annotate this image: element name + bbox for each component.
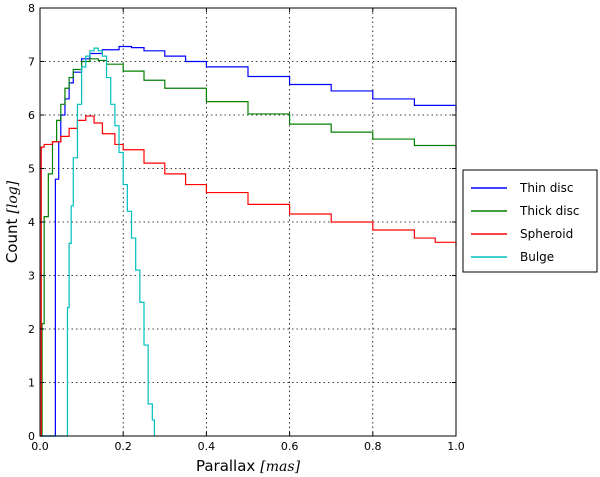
ticks: 0.0 0.2 0.4 0.6 0.8 1.0 0 1 2 3 4 5 6 7 8 [28,2,465,453]
series-line-thin-disc [40,45,457,437]
y-axis-label: Count [3,219,21,264]
legend-label-spheroid: Spheroid [520,227,573,241]
x-axis-label: Parallax [196,457,255,475]
y-axis-title: Count [log] [3,180,21,263]
legend-label-thick-disc: Thick disc [519,204,579,218]
x-tick-label: 0.2 [114,440,132,453]
y-tick-label: 8 [28,2,35,15]
legend: Thin disc Thick disc Spheroid Bulge [462,169,598,273]
series-line-thick-disc [40,58,457,437]
y-tick-label: 2 [28,323,35,336]
legend-label-bulge: Bulge [520,250,554,264]
y-tick-label: 6 [28,109,35,122]
legend-label-thin-disc: Thin disc [519,181,574,195]
x-axis-unit: [mas] [260,459,300,475]
y-tick-label: 5 [28,163,35,176]
y-tick-label: 3 [28,270,35,283]
x-axis-title: Parallax [mas] [196,457,301,475]
y-tick-label: 4 [28,216,35,229]
x-tick-label: 0.0 [31,440,49,453]
grid [40,8,456,436]
y-axis-unit: [log] [5,180,21,213]
series-line-spheroid [40,115,457,437]
x-tick-label: 0.8 [364,440,382,453]
x-tick-label: 0.6 [281,440,299,453]
x-tick-label: 0.4 [198,440,216,453]
series-layer [40,45,457,437]
x-tick-label: 1.0 [447,440,465,453]
y-tick-label: 0 [28,430,35,443]
y-tick-label: 7 [28,56,35,69]
series-line-bulge [40,47,155,437]
y-tick-label: 1 [28,377,35,390]
legend-frame [462,169,598,273]
